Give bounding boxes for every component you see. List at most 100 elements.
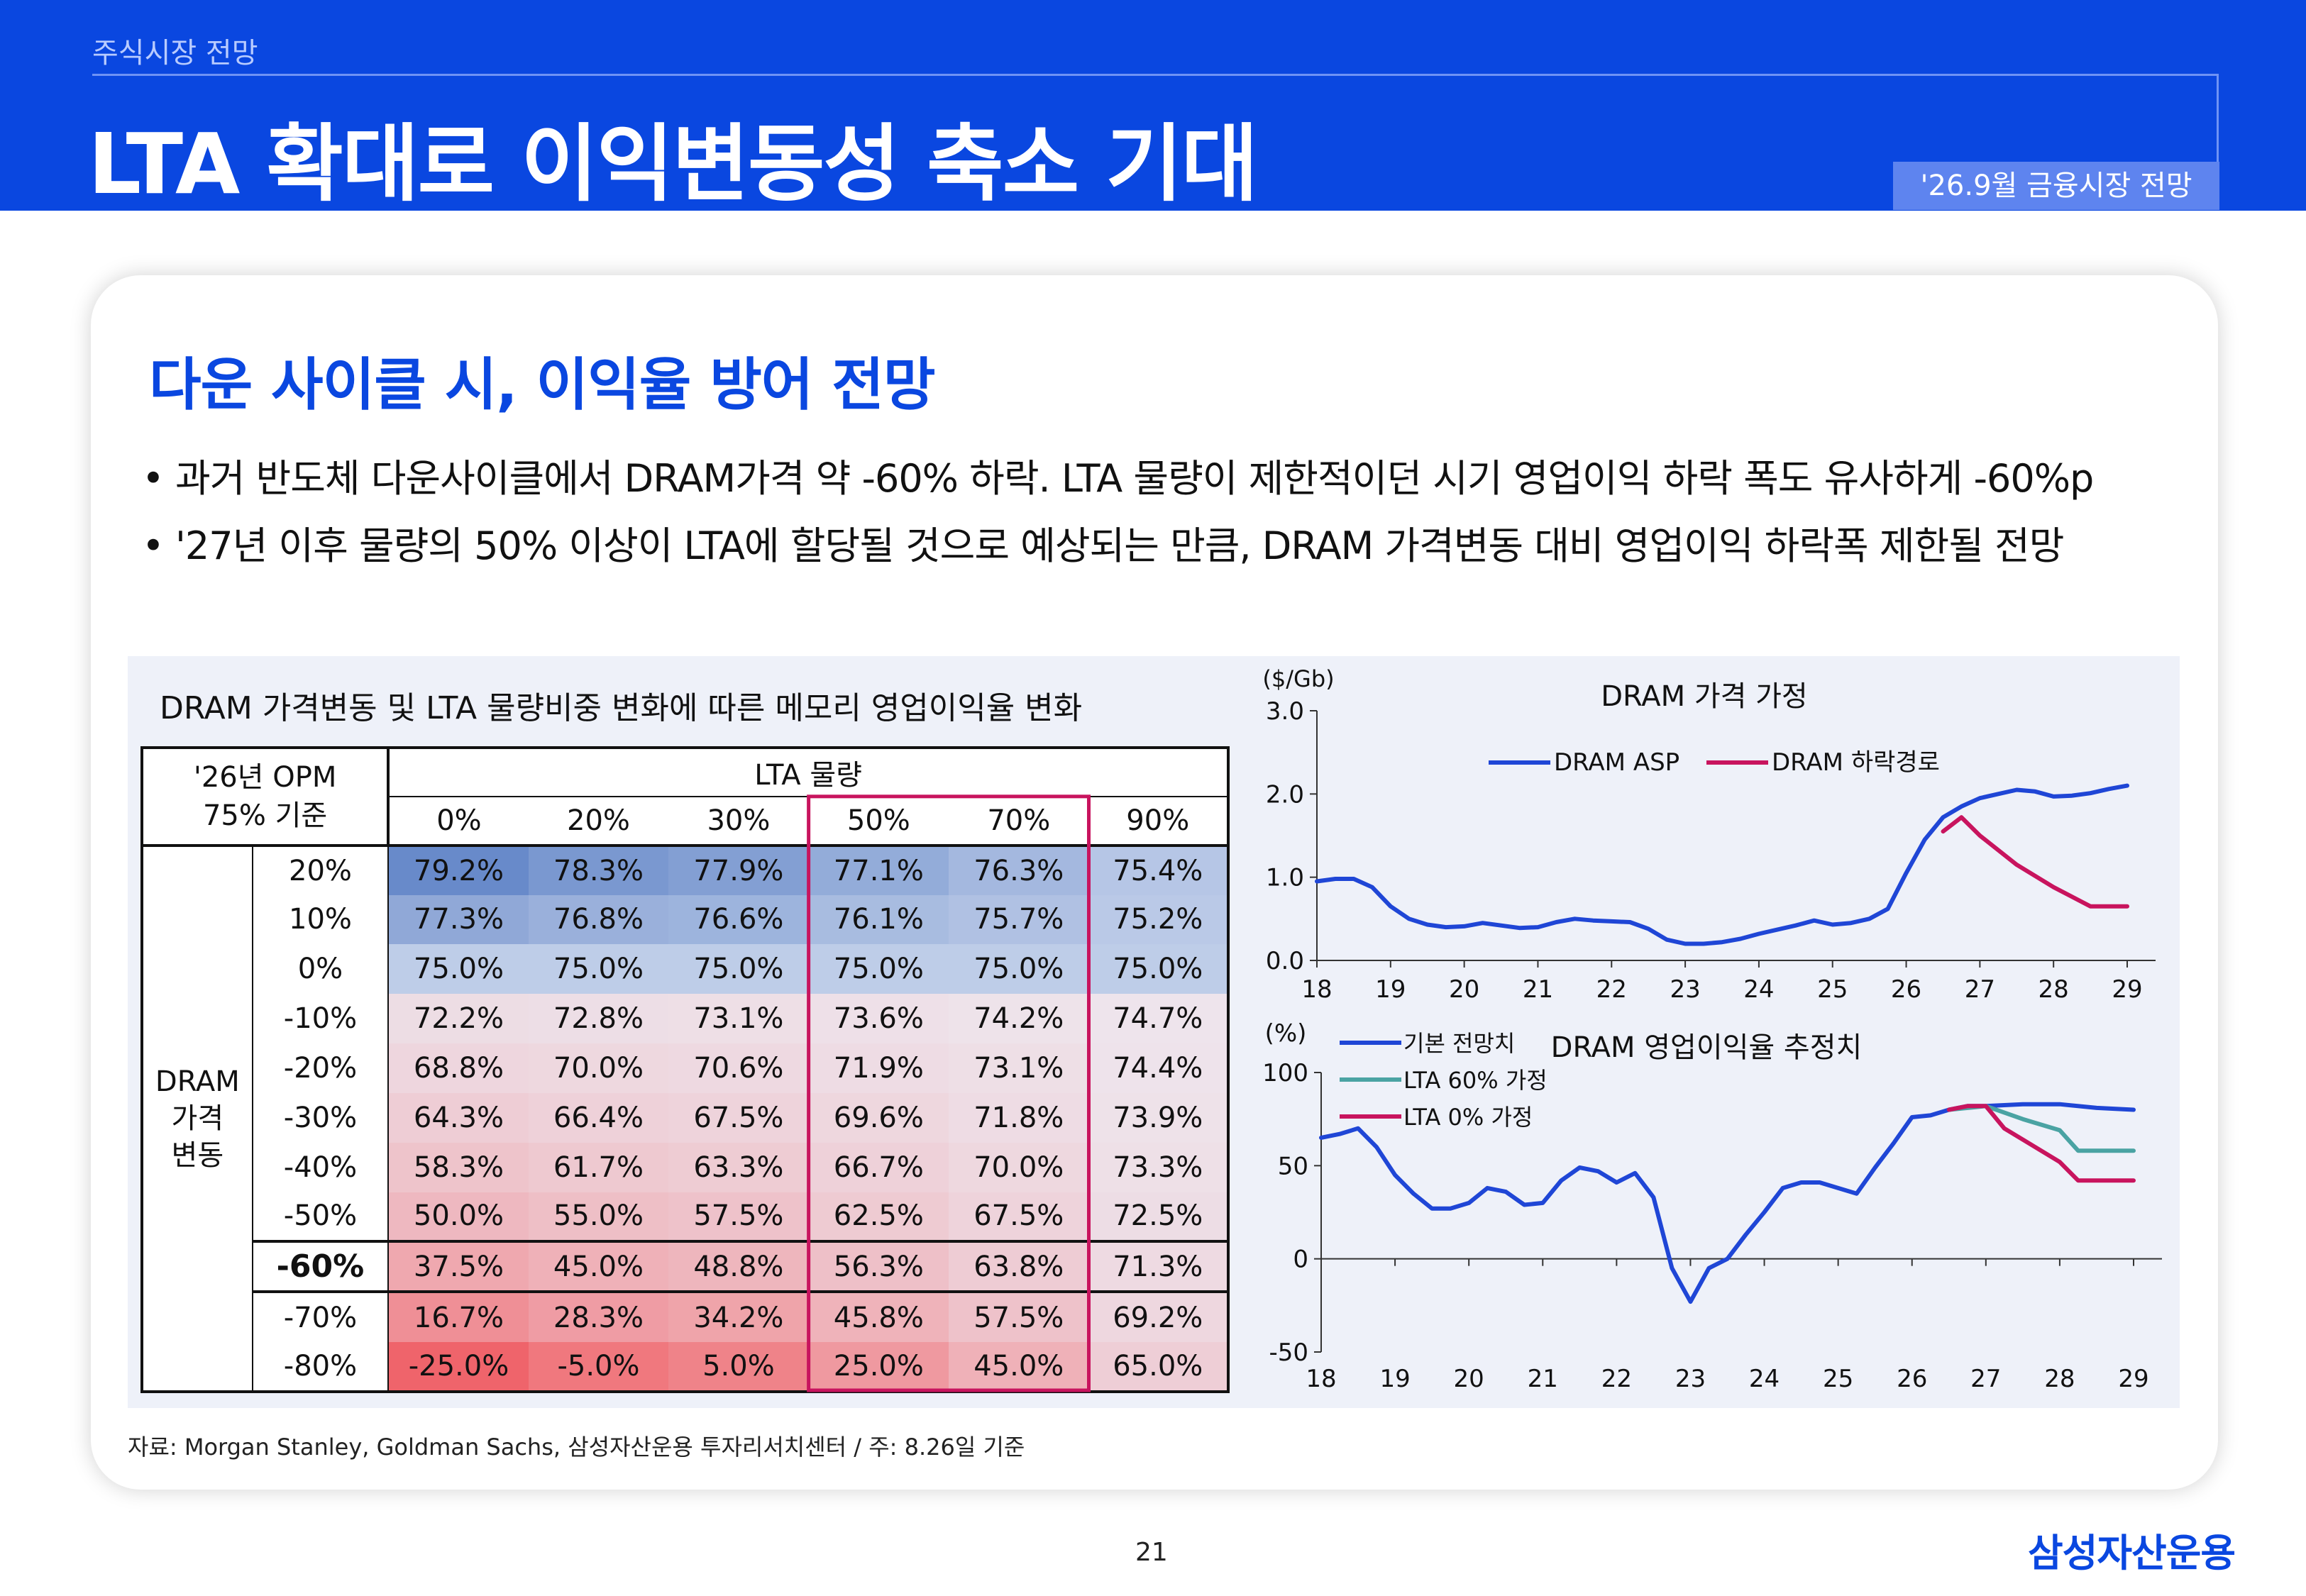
heatmap-cell: 73.6% — [808, 994, 949, 1044]
x-tick-label: 18 — [1306, 1365, 1336, 1393]
heatmap-cell: 78.3% — [528, 845, 669, 895]
y-tick-label: 0.0 — [1266, 947, 1304, 975]
series-line-0 — [1319, 1102, 2136, 1304]
x-tick-label: 28 — [2039, 975, 2069, 1004]
heatmap-cell: 45.0% — [949, 1342, 1089, 1393]
bullet-2: • '27년 이후 물량의 50% 이상이 LTA에 할당될 것으로 예상되는 … — [142, 523, 2064, 568]
heatmap-cell: 62.5% — [808, 1192, 949, 1242]
heatmap-cell: 45.0% — [528, 1240, 669, 1294]
x-tick-label: 27 — [1965, 975, 1995, 1004]
heatmap-cell: 65.0% — [1088, 1342, 1230, 1393]
table-row: -80% -25.0% -5.0% 5.0% 25.0% 45.0% 65.0% — [142, 1342, 1230, 1393]
corner-line-2: 75% 기준 — [202, 799, 328, 832]
header-banner: 주식시장 전망 LTA 확대로 이익변동성 축소 기대 '26.9월 금융시장 … — [0, 0, 2306, 213]
x-tick-label: 24 — [1749, 1365, 1780, 1393]
heatmap-cell: 72.5% — [1088, 1192, 1230, 1242]
heatmap-cell: 74.7% — [1088, 994, 1230, 1044]
x-tick-label: 26 — [1891, 975, 1921, 1004]
table-corner-header: '26년 OPM 75% 기준 — [140, 746, 390, 847]
x-tick-label: 19 — [1375, 975, 1406, 1004]
header-divider — [92, 74, 2218, 76]
x-tick-label: 21 — [1523, 975, 1553, 1004]
table-row: -20% 68.8% 70.0% 70.6% 71.9% 73.1% 74.4% — [142, 1043, 1230, 1093]
chart-title-opm: DRAM 영업이익율 추정치 — [1551, 1031, 1863, 1064]
heatmap-cell: 66.7% — [808, 1142, 949, 1192]
heatmap-cell: 34.2% — [668, 1292, 809, 1343]
x-tick-label: 18 — [1301, 975, 1332, 1004]
table-row: -30% 64.3% 66.4% 67.5% 69.6% 71.8% 73.9% — [142, 1092, 1230, 1143]
row-group-label: DRAM — [155, 1065, 240, 1098]
heatmap-cell: 75.2% — [1088, 894, 1230, 945]
x-tick-label: 23 — [1670, 975, 1700, 1004]
heatmap-cell: 28.3% — [528, 1292, 669, 1343]
heatmap-cell: -25.0% — [388, 1342, 529, 1393]
heatmap-cell: 76.3% — [949, 845, 1089, 895]
source-note: 자료: Morgan Stanley, Goldman Sachs, 삼성자산운… — [128, 1434, 1025, 1461]
series-line-2 — [1946, 1104, 2136, 1183]
table-row: -70% 16.7% 28.3% 34.2% 45.8% 57.5% 69.2% — [142, 1292, 1230, 1343]
x-tick-label: 22 — [1596, 975, 1627, 1004]
line-chart-2: -50 0 50 100 18 19 20 21 22 23 24 25 26 27 28 29 — [1262, 1059, 2162, 1393]
bullet-1: • 과거 반도체 다운사이클에서 DRAM가격 약 -60% 하락. LTA 물… — [142, 456, 2094, 501]
heatmap-cell: -5.0% — [528, 1342, 669, 1393]
heatmap-cell: 57.5% — [949, 1292, 1089, 1343]
heatmap-cell: 76.8% — [528, 894, 669, 945]
table-row: 10% 77.3% 76.8% 76.6% 76.1% 75.7% 75.2% — [142, 894, 1230, 945]
table-row: -60% 37.5% 45.0% 48.8% 56.3% 63.8% 71.3% — [142, 1240, 1230, 1294]
heatmap-cell: 70.0% — [949, 1142, 1089, 1192]
row-label: -70% — [252, 1292, 390, 1343]
row-label: -80% — [252, 1342, 390, 1393]
heatmap-cell: 69.6% — [808, 1092, 949, 1143]
table-row: -50% 50.0% 55.0% 57.5% 62.5% 67.5% 72.5% — [142, 1192, 1230, 1242]
heatmap-cell: 64.3% — [388, 1092, 529, 1143]
y-tick-label: 50 — [1278, 1152, 1308, 1180]
heatmap-cell: 73.3% — [1088, 1142, 1230, 1192]
table-row: 0% 75.0% 75.0% 75.0% 75.0% 75.0% 75.0% — [142, 944, 1230, 994]
heatmap-cell: 77.3% — [388, 894, 529, 945]
column-header: 50% — [808, 796, 949, 847]
heatmap-cell: 73.1% — [668, 994, 809, 1044]
heatmap-cell: 75.0% — [388, 944, 529, 994]
y-tick-label: 0 — [1293, 1246, 1308, 1274]
row-label: -60% — [252, 1240, 390, 1294]
heatmap-cell: 69.2% — [1088, 1292, 1230, 1343]
series-line-0 — [1315, 783, 2129, 946]
heatmap-cell: 77.9% — [668, 845, 809, 895]
heatmap-cell: 72.2% — [388, 994, 529, 1044]
table-row: -10% 72.2% 72.8% 73.1% 73.6% 74.2% 74.7% — [142, 994, 1230, 1044]
heatmap-cell: 77.1% — [808, 845, 949, 895]
heatmap-cell: 58.3% — [388, 1142, 529, 1192]
row-label: -40% — [252, 1142, 390, 1192]
heatmap-cell: 50.0% — [388, 1192, 529, 1242]
heatmap-cell: 56.3% — [808, 1240, 949, 1294]
heatmap-cell: 63.8% — [949, 1240, 1089, 1294]
date-badge: '26.9월 금융시장 전망 — [1893, 162, 2219, 210]
lta-50-70-highlight-box — [807, 794, 1091, 1392]
row-label: 20% — [252, 845, 390, 895]
heatmap-cell: 55.0% — [528, 1192, 669, 1242]
heatmap-cell: 25.0% — [808, 1342, 949, 1393]
heatmap-cell: 76.1% — [808, 894, 949, 945]
chart-title-price: DRAM 가격 가정 — [1601, 680, 1807, 713]
heatmap-cell: 66.4% — [528, 1092, 669, 1143]
column-header: 0% — [388, 796, 529, 847]
heatmap-cell: 75.0% — [949, 944, 1089, 994]
y-tick-label: 2.0 — [1266, 780, 1304, 809]
section-title: 다운 사이클 시, 이익율 방어 전망 — [149, 352, 935, 418]
x-tick-label: 25 — [1817, 975, 1848, 1004]
x-tick-label: 22 — [1601, 1365, 1632, 1393]
heatmap-cell: 48.8% — [668, 1240, 809, 1294]
legend-label-asp: DRAM ASP — [1554, 748, 1679, 777]
heatmap-cell: 79.2% — [388, 845, 529, 895]
x-tick-label: 28 — [2044, 1365, 2075, 1393]
x-tick-label: 24 — [1743, 975, 1774, 1004]
row-label: 10% — [252, 894, 390, 945]
heatmap-cell: 76.6% — [668, 894, 809, 945]
y-tick-label: 1.0 — [1266, 864, 1304, 892]
heatmap-cell: 70.6% — [668, 1043, 809, 1093]
x-tick-label: 25 — [1823, 1365, 1853, 1393]
heatmap-cell: 75.0% — [528, 944, 669, 994]
x-tick-label: 19 — [1379, 1365, 1410, 1393]
heatmap-cell: 75.0% — [1088, 944, 1230, 994]
page-title: LTA 확대로 이익변동성 축소 기대 — [88, 115, 1258, 213]
